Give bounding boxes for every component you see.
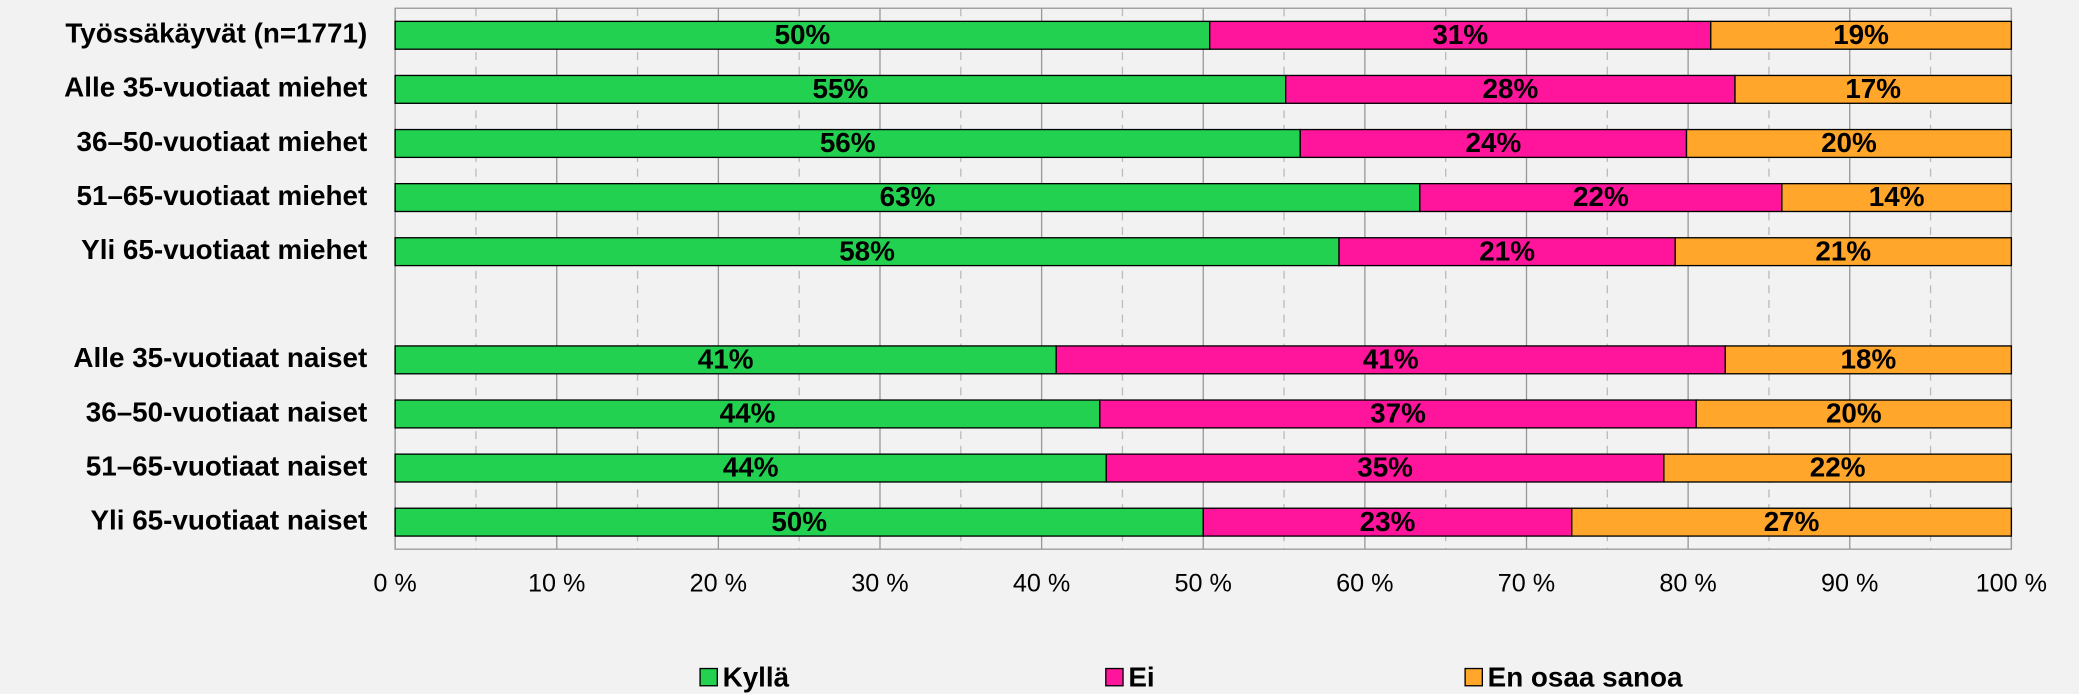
legend-label: Kyllä	[723, 661, 790, 692]
value-label: 19%	[1833, 19, 1889, 50]
bar-segment	[1695, 399, 2013, 429]
value-label: 35%	[1357, 452, 1413, 483]
x-tick-label: 100 %	[1976, 570, 2047, 598]
bar-segment	[1685, 128, 2013, 159]
x-tick-label: 60 %	[1336, 570, 1393, 598]
bar-segment	[1781, 182, 2013, 213]
value-label: 37%	[1370, 398, 1426, 429]
bar-segment	[394, 237, 1340, 267]
x-tick-label: 0 %	[373, 570, 416, 598]
bar-segment	[394, 20, 1211, 50]
value-label: 18%	[1840, 344, 1896, 375]
value-label: 14%	[1869, 181, 1925, 212]
y-tick-label: 51–65-vuotiaat naiset	[86, 450, 368, 481]
legend-swatch	[1105, 667, 1124, 687]
value-label: 21%	[1479, 235, 1535, 266]
bar-segment	[1099, 399, 1697, 429]
value-label: 31%	[1432, 19, 1488, 50]
legend-label: Ei	[1128, 661, 1154, 692]
legend-swatch	[699, 667, 718, 687]
value-label: 27%	[1764, 506, 1820, 537]
value-label: 24%	[1466, 127, 1522, 158]
legend-label: En osaa sanoa	[1488, 661, 1683, 692]
value-label: 41%	[1363, 344, 1419, 375]
bar-segment	[1710, 20, 2013, 50]
x-tick-label: 30 %	[851, 570, 908, 598]
y-tick-label: 51–65-vuotiaat miehet	[76, 180, 367, 211]
bar-segment	[1299, 128, 1688, 159]
bar-segment	[394, 507, 1204, 537]
value-label: 21%	[1815, 235, 1871, 266]
bar-segment	[394, 182, 1421, 213]
value-label: 44%	[720, 398, 776, 429]
value-label: 22%	[1573, 181, 1629, 212]
x-tick-label: 10 %	[528, 570, 585, 598]
bar-segment	[1571, 507, 2013, 537]
x-tick-label: 20 %	[690, 570, 747, 598]
bar-segment	[394, 453, 1107, 483]
bar-segment	[394, 399, 1101, 429]
bar-segment	[1724, 345, 2013, 375]
value-label: 41%	[698, 344, 754, 375]
y-tick-label: Työssäkäyvät (n=1771)	[65, 18, 367, 49]
value-label: 23%	[1360, 506, 1416, 537]
x-tick-label: 80 %	[1659, 570, 1716, 598]
value-label: 44%	[723, 452, 779, 483]
bar-segment	[394, 128, 1301, 159]
plot-border	[394, 7, 2013, 550]
value-label: 50%	[775, 19, 831, 50]
x-tick-label: 90 %	[1821, 570, 1878, 598]
value-label: 17%	[1845, 73, 1901, 104]
y-tick-label: Alle 35-vuotiaat naiset	[73, 342, 367, 373]
value-label: 58%	[839, 235, 895, 266]
bar-segment	[1663, 453, 2013, 483]
y-tick-label: Yli 65-vuotiaat naiset	[90, 505, 367, 536]
bar-segment	[1338, 237, 1676, 267]
bar-segment	[1674, 237, 2013, 267]
value-label: 28%	[1482, 73, 1538, 104]
bar-segment	[1734, 74, 2013, 104]
y-tick-label: 36–50-vuotiaat miehet	[76, 126, 367, 157]
y-tick-label: Alle 35-vuotiaat miehet	[64, 72, 367, 103]
bar-segment	[1209, 20, 1712, 50]
legend-swatch	[1464, 667, 1484, 687]
value-label: 55%	[813, 73, 869, 104]
bar-segment	[394, 74, 1287, 104]
bar-segment	[394, 345, 1057, 375]
bar-segment	[1105, 453, 1665, 483]
x-tick-label: 70 %	[1498, 570, 1555, 598]
value-label: 22%	[1810, 452, 1866, 483]
x-tick-label: 40 %	[1013, 570, 1070, 598]
value-label: 56%	[820, 127, 876, 158]
value-label: 20%	[1821, 127, 1877, 158]
y-tick-label: Yli 65-vuotiaat miehet	[81, 234, 367, 265]
value-label: 50%	[771, 506, 827, 537]
x-tick-label: 50 %	[1175, 570, 1232, 598]
bar-segment	[1285, 74, 1736, 104]
value-label: 63%	[880, 181, 936, 212]
value-label: 20%	[1826, 398, 1882, 429]
y-tick-label: 36–50-vuotiaat naiset	[86, 396, 368, 427]
